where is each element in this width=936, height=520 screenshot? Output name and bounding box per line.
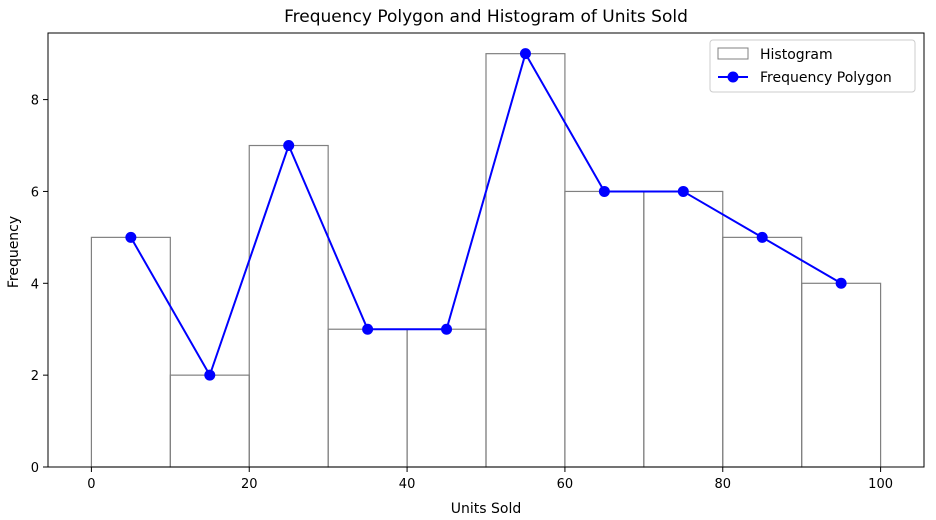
histogram-bar	[406, 328, 487, 468]
legend-histogram-label: Histogram	[760, 47, 833, 63]
legend-box	[709, 39, 916, 93]
y-tick-label: 4	[31, 277, 39, 292]
polygon-point	[835, 277, 847, 289]
x-tick-label: 60	[557, 477, 574, 492]
x-axis-title: Units Sold	[451, 501, 521, 517]
histogram-bar	[248, 144, 329, 468]
x-tick-label: 20	[241, 477, 258, 492]
legend-polygon-marker	[727, 71, 739, 83]
y-tick-label: 2	[31, 369, 39, 384]
y-tick-label: 6	[31, 185, 39, 200]
y-axis-title: Frequency	[6, 216, 22, 288]
polygon-line	[129, 51, 842, 378]
plot-frame	[47, 32, 925, 468]
histogram-bar	[643, 190, 724, 468]
legend-polygon-label: Frequency Polygon	[760, 70, 892, 86]
histogram-bar	[485, 53, 566, 468]
polygon-point	[362, 323, 374, 335]
polygon-point	[756, 231, 768, 243]
x-tick-label: 0	[87, 477, 95, 492]
x-tick-label: 100	[868, 477, 893, 492]
polygon-point	[677, 185, 689, 197]
x-tick-label: 80	[714, 477, 731, 492]
histogram-bar	[169, 374, 250, 468]
polygon-point	[125, 231, 137, 243]
y-tick-label: 0	[31, 461, 39, 476]
histogram-bar	[801, 282, 882, 468]
histogram-bar	[90, 236, 171, 468]
polygon-point	[519, 48, 531, 60]
axes	[47, 32, 925, 468]
histogram-bar	[327, 328, 408, 468]
frequency-polygon	[125, 48, 847, 381]
histogram-bar	[722, 236, 803, 468]
polygon-point	[283, 140, 295, 152]
legend-histogram-swatch	[717, 47, 749, 60]
y-axis-ticks: 0 2 4 6 8	[31, 94, 48, 476]
histogram-bar	[564, 190, 645, 468]
polygon-point	[441, 323, 453, 335]
histogram-bars	[90, 53, 882, 468]
chart-title: Frequency Polygon and Histogram of Units…	[284, 7, 688, 27]
legend: Histogram Frequency Polygon	[709, 39, 916, 93]
x-tick-label: 40	[399, 477, 416, 492]
polygon-point	[598, 185, 610, 197]
y-tick-label: 8	[31, 94, 39, 109]
x-axis-ticks: 0 20 40 60 80 100	[87, 467, 893, 492]
polygon-point	[204, 369, 216, 381]
